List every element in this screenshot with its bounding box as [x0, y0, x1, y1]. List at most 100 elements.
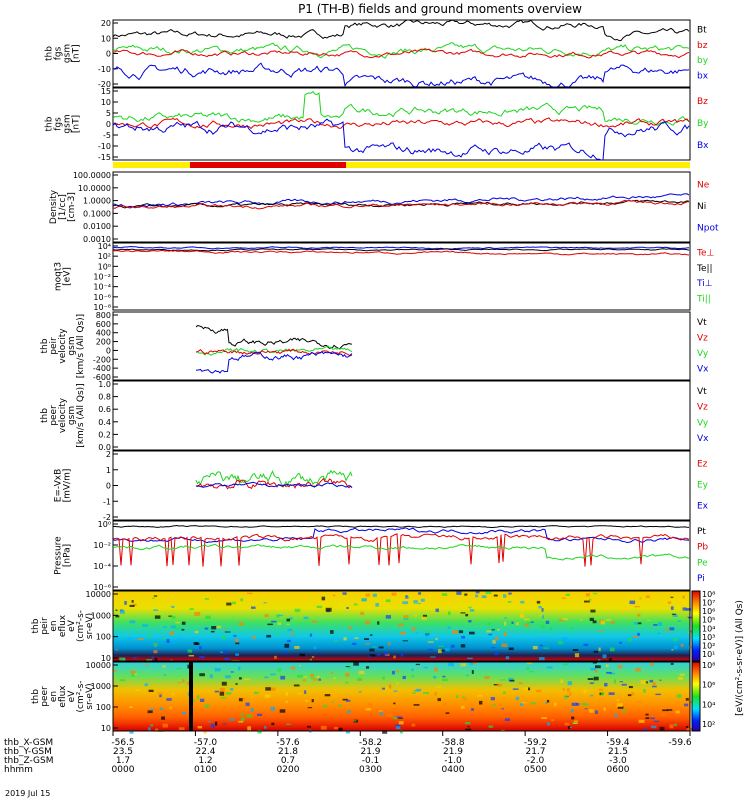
x-value: -59.2: [524, 738, 547, 748]
colorbar-tick-label: 10³: [702, 633, 715, 642]
y-label: thb peer en eflux eV (cm²-s-sr-eV): [31, 680, 95, 712]
spectrogram-speck: [174, 627, 180, 630]
legend-black: Ni: [697, 202, 706, 212]
spectrogram-speck: [391, 592, 397, 596]
spectrogram-speck: [503, 632, 507, 636]
spectrogram-speck: [194, 630, 199, 634]
legend-black: Vt: [697, 387, 707, 397]
colorbar-tick-label: 10²: [702, 641, 715, 650]
spectrogram-speck: [286, 639, 291, 643]
spectrogram-speck: [592, 620, 597, 624]
spectrogram-speck: [365, 620, 370, 625]
spectrogram-speck: [583, 643, 589, 647]
spectrogram-speck: [409, 711, 416, 713]
y-tick-label: 10⁰: [98, 262, 111, 271]
spectrogram-speck: [628, 686, 633, 689]
spectrogram-speck: [488, 633, 493, 636]
colorbar-tick-label: 10⁶: [702, 607, 715, 616]
spectrogram-speck: [172, 707, 176, 710]
panel-data: [113, 245, 690, 256]
spectrogram-speck: [520, 703, 524, 706]
spectrogram-speck: [412, 692, 416, 694]
spectrogram-speck: [302, 679, 306, 682]
spectrogram-speck: [309, 633, 313, 637]
y-label-line: thb: [40, 408, 50, 423]
spectrogram-speck: [397, 717, 403, 719]
x-value: -58.2: [359, 738, 382, 748]
spectrogram-speck: [372, 646, 377, 648]
spectrogram-speck: [445, 712, 450, 714]
spectrogram-speck: [589, 682, 594, 684]
spectrogram-speck: [542, 637, 546, 639]
y-tick-label: 800: [96, 311, 111, 320]
spectrogram-speck: [178, 682, 181, 684]
x-value: -57.0: [194, 738, 218, 748]
spectrogram-speck: [677, 620, 681, 622]
y-label-line: fgs: [54, 117, 64, 131]
spectrogram-speck: [613, 679, 617, 684]
x-value: 0600: [607, 765, 630, 775]
spectrogram-speck: [425, 630, 431, 633]
y-label-line: gsm: [67, 336, 77, 355]
spectrogram-speck: [530, 702, 537, 705]
spectrogram-speck: [585, 593, 590, 597]
spectrogram-speck: [279, 709, 286, 713]
spectrogram-speck: [294, 646, 300, 649]
y-label-line: fgs: [54, 46, 64, 60]
spectrogram-speck: [318, 678, 321, 681]
spectrogram-speck: [518, 682, 523, 685]
spectrogram-speck: [154, 658, 158, 661]
spectrogram-speck: [520, 610, 524, 613]
spectrogram-speck: [115, 615, 120, 618]
spectrogram-speck: [382, 676, 385, 680]
spectrogram-speck: [545, 701, 548, 704]
spectrogram-speck: [686, 616, 690, 619]
spectrogram-speck: [471, 708, 474, 711]
spectrogram-speck: [257, 729, 262, 734]
y-label: thb fgs gsm [nT]: [45, 44, 82, 63]
spectrogram-speck: [393, 690, 398, 692]
x-value: 0400: [442, 765, 465, 775]
spectrogram-speck: [219, 687, 225, 692]
spectrogram-speck: [411, 627, 416, 631]
spectrogram-speck: [348, 665, 352, 669]
spectrogram-speck: [413, 704, 420, 706]
x-value: -58.8: [441, 738, 465, 748]
spectrogram-speck: [322, 705, 327, 708]
spectrogram-speck: [154, 645, 157, 647]
y-tick-label: 10000: [86, 590, 111, 599]
y-label-line: peir: [40, 617, 50, 635]
spectrogram-speck: [303, 676, 308, 678]
spectrogram-speck: [313, 646, 317, 650]
spectrogram-speck: [627, 694, 632, 697]
spectrogram-speck: [353, 603, 358, 606]
spectrogram-speck: [651, 716, 654, 718]
spectrogram-speck: [334, 639, 338, 642]
spectrogram-speck: [594, 669, 598, 673]
spectrogram-speck: [365, 641, 368, 643]
spectrogram-speck: [204, 598, 209, 600]
spectrogram-speck: [306, 725, 312, 728]
spectrogram-speck: [381, 687, 386, 690]
spectrogram-speck: [200, 698, 205, 702]
spectrogram-speck: [519, 613, 525, 618]
x-value: -1.0: [444, 756, 462, 766]
spectrogram-speck: [343, 637, 347, 641]
spectrogram-speck: [240, 713, 245, 716]
spectrogram-speck: [574, 720, 578, 722]
spectrogram-speck: [133, 656, 137, 659]
spectrogram-speck: [653, 624, 658, 626]
spectrogram-speck: [113, 669, 117, 672]
spectrogram-speck: [223, 650, 228, 654]
spectrogram-speck: [211, 723, 215, 728]
spectrogram-speck: [590, 667, 596, 671]
series-Vx: [195, 351, 353, 374]
spectrogram-speck: [569, 692, 572, 696]
spectrogram-speck: [645, 681, 648, 684]
spectrogram-speck: [602, 654, 607, 659]
spectrogram-speck: [539, 657, 545, 661]
spectrogram-speck: [619, 641, 622, 644]
panel-6: 1.0 0.8 0.6 0.4 0.2 0.0 thb peer velocity gsm [km/…: [40, 380, 709, 452]
spectrogram-speck: [168, 615, 173, 617]
